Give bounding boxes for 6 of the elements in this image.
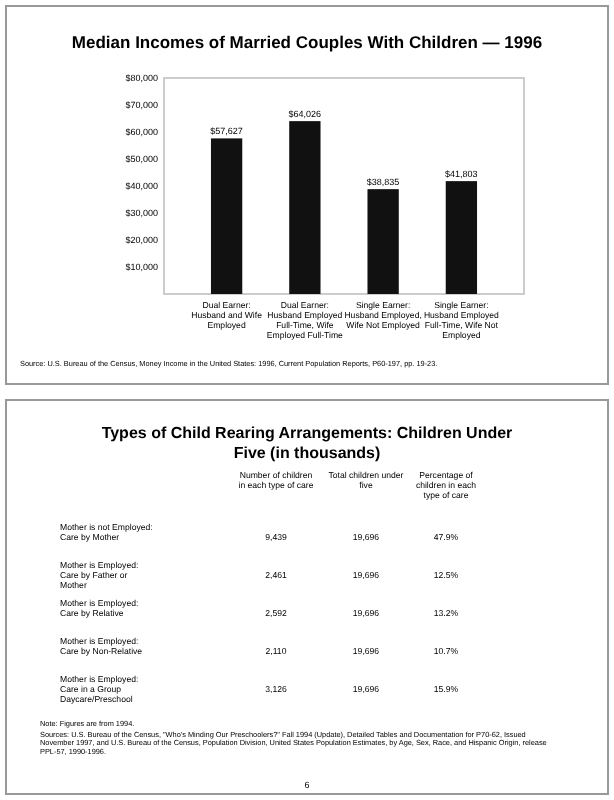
chart-title: Median Incomes of Married Couples With Children — 1996	[71, 32, 543, 52]
text: Types of Child Rearing Arrangements: Children Under Five (in thousands)	[101, 424, 513, 462]
bar	[210, 138, 243, 294]
bar	[367, 189, 399, 294]
bar	[445, 181, 478, 294]
bar	[289, 121, 321, 294]
